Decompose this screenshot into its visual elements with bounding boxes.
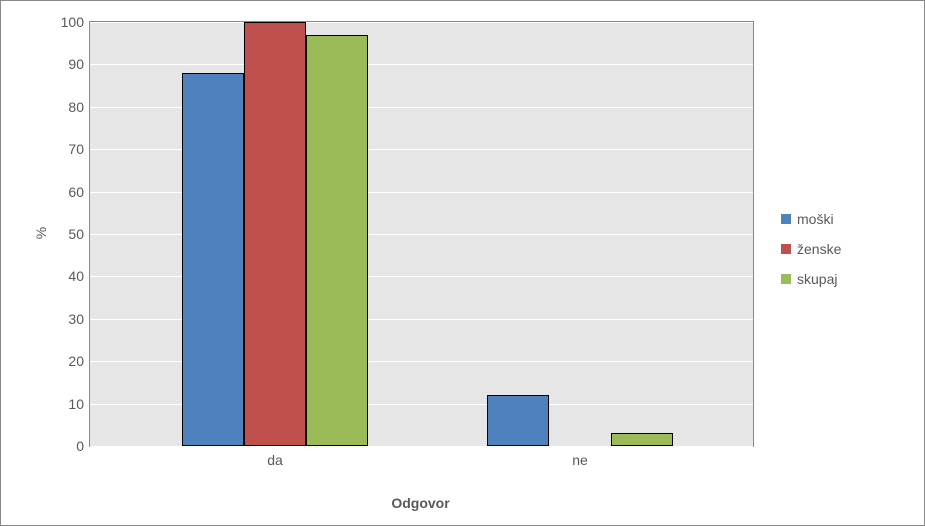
y-tick-label: 50 <box>68 226 90 242</box>
y-tick-label: 30 <box>68 311 90 327</box>
legend-label: skupaj <box>797 271 837 287</box>
y-tick-label: 80 <box>68 99 90 115</box>
bar <box>611 433 673 446</box>
legend-item: moški <box>781 211 841 227</box>
bar <box>182 73 244 446</box>
x-tick-label: ne <box>572 446 588 468</box>
y-tick-label: 40 <box>68 268 90 284</box>
gridline <box>90 64 753 65</box>
gridline <box>90 22 753 23</box>
bar <box>306 35 368 446</box>
y-tick-label: 20 <box>68 353 90 369</box>
gridline <box>90 446 753 447</box>
legend: moški ženske skupaj <box>781 197 841 301</box>
y-tick-label: 90 <box>68 56 90 72</box>
legend-item: ženske <box>781 241 841 257</box>
x-axis-label: Odgovor <box>391 495 449 511</box>
legend-label: moški <box>797 211 834 227</box>
legend-swatch <box>781 244 791 254</box>
y-tick-label: 60 <box>68 184 90 200</box>
bar <box>487 395 549 446</box>
y-tick-label: 0 <box>76 438 90 454</box>
y-tick-label: 10 <box>68 396 90 412</box>
x-tick-label: da <box>267 446 283 468</box>
y-tick-label: 70 <box>68 141 90 157</box>
legend-swatch <box>781 214 791 224</box>
y-tick-label: 100 <box>61 14 90 30</box>
bar <box>244 22 306 446</box>
plot-area: 0102030405060708090100dane <box>89 21 754 447</box>
legend-item: skupaj <box>781 271 841 287</box>
y-axis-label: % <box>33 227 49 239</box>
legend-label: ženske <box>797 241 841 257</box>
chart-container: 0102030405060708090100dane % Odgovor moš… <box>0 0 925 526</box>
legend-swatch <box>781 274 791 284</box>
